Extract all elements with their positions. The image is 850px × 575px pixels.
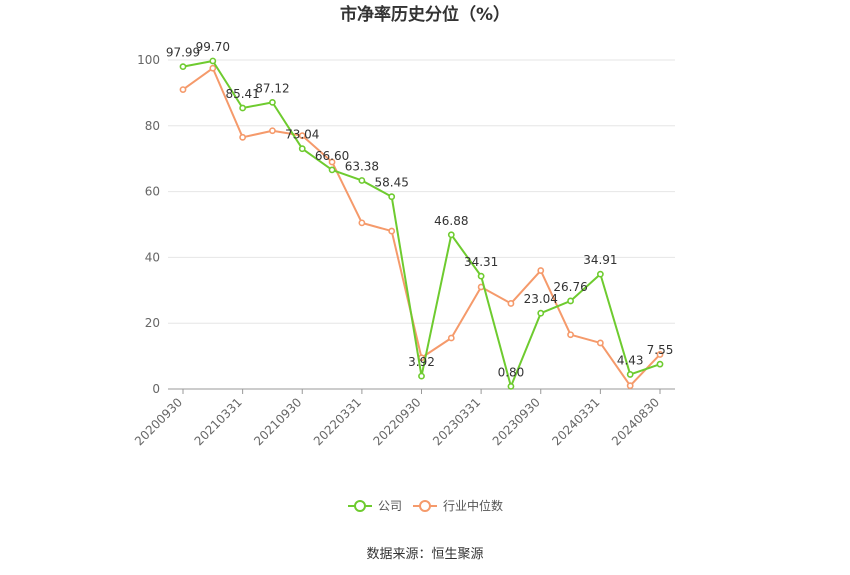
legend-item-industry-median[interactable]: 行业中位数 bbox=[413, 498, 503, 513]
point-industry-median-2 bbox=[239, 133, 247, 141]
point-company-1 bbox=[209, 57, 217, 65]
y-tick-label-100: 100 bbox=[137, 53, 160, 67]
point-company-0 bbox=[179, 63, 187, 71]
source-note: 数据来源：恒生聚源 bbox=[366, 547, 483, 562]
point-industry-median-9 bbox=[447, 334, 455, 342]
x-tick-label-20230331: 20230331 bbox=[430, 395, 483, 448]
point-company-11 bbox=[507, 382, 515, 390]
legend-item-company[interactable]: 公司 bbox=[348, 499, 402, 513]
x-tick-label-20230930: 20230930 bbox=[490, 395, 543, 448]
x-tick-label-20210331: 20210331 bbox=[192, 395, 245, 448]
series-line-company bbox=[182, 59, 661, 388]
y-tick-label-20: 20 bbox=[145, 316, 160, 330]
data-label-company-1: 99.70 bbox=[196, 40, 230, 54]
point-industry-median-13 bbox=[567, 331, 574, 339]
point-industry-median-12 bbox=[537, 267, 545, 274]
point-company-9 bbox=[447, 231, 455, 239]
point-industry-median-6 bbox=[358, 219, 366, 227]
series-line-industry-median bbox=[182, 67, 661, 387]
data-label-company-3: 87.12 bbox=[255, 81, 289, 95]
point-company-2 bbox=[239, 104, 247, 112]
data-label-company-13: 26.76 bbox=[553, 280, 587, 294]
x-tick-label-20220930: 20220930 bbox=[371, 395, 424, 448]
chart-title: 市净率历史分位（%） bbox=[340, 4, 510, 25]
x-tick-label-20210930: 20210930 bbox=[251, 395, 304, 448]
data-label-company-8: 3.92 bbox=[408, 355, 435, 369]
data-label-company-14: 34.91 bbox=[583, 253, 617, 267]
data-label-company-10: 34.31 bbox=[464, 255, 498, 269]
point-company-12 bbox=[537, 309, 545, 317]
data-label-company-0: 97.99 bbox=[166, 46, 200, 60]
data-label-company-12: 23.04 bbox=[524, 292, 558, 306]
grid bbox=[168, 59, 675, 324]
point-industry-median-1 bbox=[209, 64, 217, 72]
y-tick-label-80: 80 bbox=[145, 119, 160, 133]
point-company-8 bbox=[418, 372, 425, 380]
point-industry-median-7 bbox=[388, 227, 396, 235]
legend[interactable]: 公司 行业中位数 bbox=[348, 498, 503, 513]
x-tick-label-20240331: 20240331 bbox=[549, 395, 602, 448]
point-company-5 bbox=[328, 166, 336, 174]
data-label-company-16: 7.55 bbox=[647, 343, 674, 357]
point-company-16 bbox=[656, 360, 664, 368]
point-industry-median-15 bbox=[626, 382, 634, 390]
data-label-company-9: 46.88 bbox=[434, 214, 468, 228]
series bbox=[179, 57, 664, 390]
data-label-company-4: 73.04 bbox=[285, 128, 319, 142]
data-label-company-7: 58.45 bbox=[375, 176, 409, 190]
point-company-4 bbox=[298, 145, 306, 153]
point-industry-median-11 bbox=[507, 300, 515, 307]
legend-marker-industry-median bbox=[419, 500, 431, 512]
x-tick-label-20220331: 20220331 bbox=[311, 395, 364, 448]
point-industry-median-16 bbox=[656, 351, 664, 358]
data-label-company-15: 4.43 bbox=[617, 353, 644, 367]
legend-label-industry-median: 行业中位数 bbox=[443, 498, 503, 513]
legend-label-company: 公司 bbox=[378, 499, 402, 513]
point-industry-median-14 bbox=[596, 339, 604, 347]
point-industry-median-3 bbox=[269, 127, 276, 135]
point-company-7 bbox=[388, 193, 396, 201]
legend-marker-company bbox=[354, 500, 366, 512]
point-industry-median-4 bbox=[298, 132, 306, 140]
point-company-14 bbox=[596, 270, 604, 278]
data-label-company-2: 85.41 bbox=[225, 87, 259, 101]
point-company-15 bbox=[626, 371, 634, 378]
data-label-company-11: 0.80 bbox=[498, 365, 525, 379]
y-tick-label-0: 0 bbox=[152, 382, 160, 396]
point-industry-median-5 bbox=[328, 158, 336, 166]
x-tick-label-20200930: 20200930 bbox=[132, 395, 185, 448]
y-tick-label-40: 40 bbox=[145, 250, 160, 264]
point-industry-median-0 bbox=[179, 86, 187, 94]
point-company-10 bbox=[477, 272, 485, 280]
y-tick-label-60: 60 bbox=[145, 185, 160, 199]
point-company-13 bbox=[567, 297, 574, 305]
data-label-company-5: 66.60 bbox=[315, 149, 349, 163]
x-tick-label-20240830: 20240830 bbox=[609, 395, 662, 448]
data-label-company-6: 63.38 bbox=[345, 159, 379, 173]
point-company-6 bbox=[358, 177, 366, 184]
point-company-3 bbox=[269, 98, 276, 106]
